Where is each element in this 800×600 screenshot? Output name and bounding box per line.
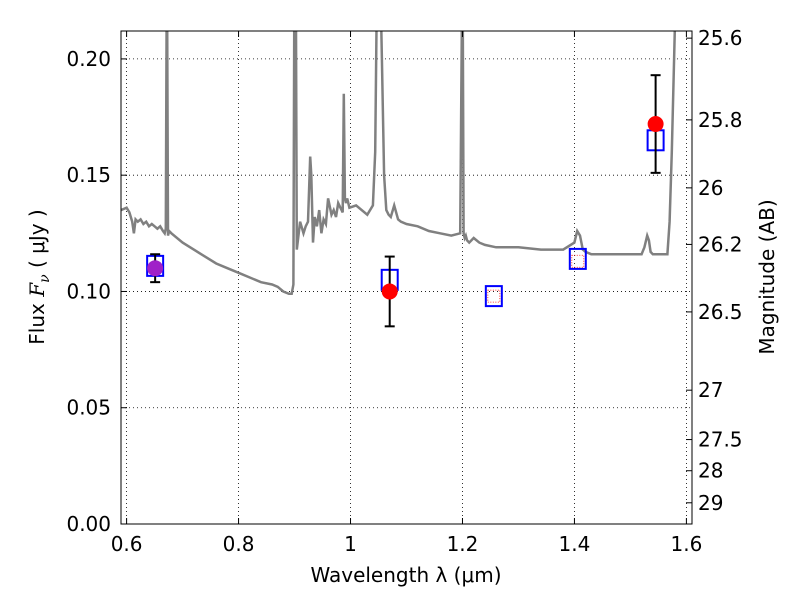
x-tick-label: 1 <box>344 532 357 556</box>
model-flux-marker <box>568 247 587 270</box>
markers <box>146 74 665 328</box>
y2-tick-label: 26.5 <box>698 300 743 324</box>
y2-axis-label: Magnitude (AB) <box>755 199 779 354</box>
x-axis-label: Wavelength λ (μm) <box>310 563 501 587</box>
y2-tick-label: 26 <box>698 176 723 200</box>
y2-tick-label: 27.5 <box>698 428 743 452</box>
y2-tick-label: 25.8 <box>698 108 743 132</box>
observed-flux-point <box>381 283 398 300</box>
x-tick-label: 1.4 <box>559 532 591 556</box>
y2-tick-label: 28 <box>698 459 723 483</box>
plot-frame <box>120 30 693 525</box>
grid <box>121 31 692 525</box>
upper-limit-marker <box>487 289 501 303</box>
x-tick-label: 1.2 <box>447 532 479 556</box>
y2-tick-label: 26.2 <box>698 232 743 256</box>
model-flux-marker <box>484 285 503 308</box>
observed-flux-point <box>147 260 164 277</box>
y2-tick-label: 27 <box>698 378 723 402</box>
x-tick-label: 1.6 <box>670 532 702 556</box>
y2-tick-label: 29 <box>698 491 723 515</box>
y2-tick-label: 25.6 <box>698 26 743 50</box>
model-spectrum-line <box>121 31 677 296</box>
x-tick-label: 0.8 <box>223 532 255 556</box>
y-tick-label: 0.15 <box>66 163 111 187</box>
y-tick-label: 0.05 <box>66 396 111 420</box>
x-tick-label: 0.6 <box>111 532 143 556</box>
upper-limit-marker <box>571 254 585 268</box>
y-tick-label: 0.00 <box>66 512 111 536</box>
y-tick-label: 0.10 <box>66 279 111 303</box>
y-axis-label: Flux Fν ( μJy ) <box>25 209 53 344</box>
observed-flux-point <box>647 116 664 133</box>
axis-ticks: 0.6 0.8 1 1.2 1.4 1.6 0.00 0.05 0.10 0.15 0.20 25.6… <box>66 26 742 556</box>
y-tick-label: 0.20 <box>66 47 111 71</box>
